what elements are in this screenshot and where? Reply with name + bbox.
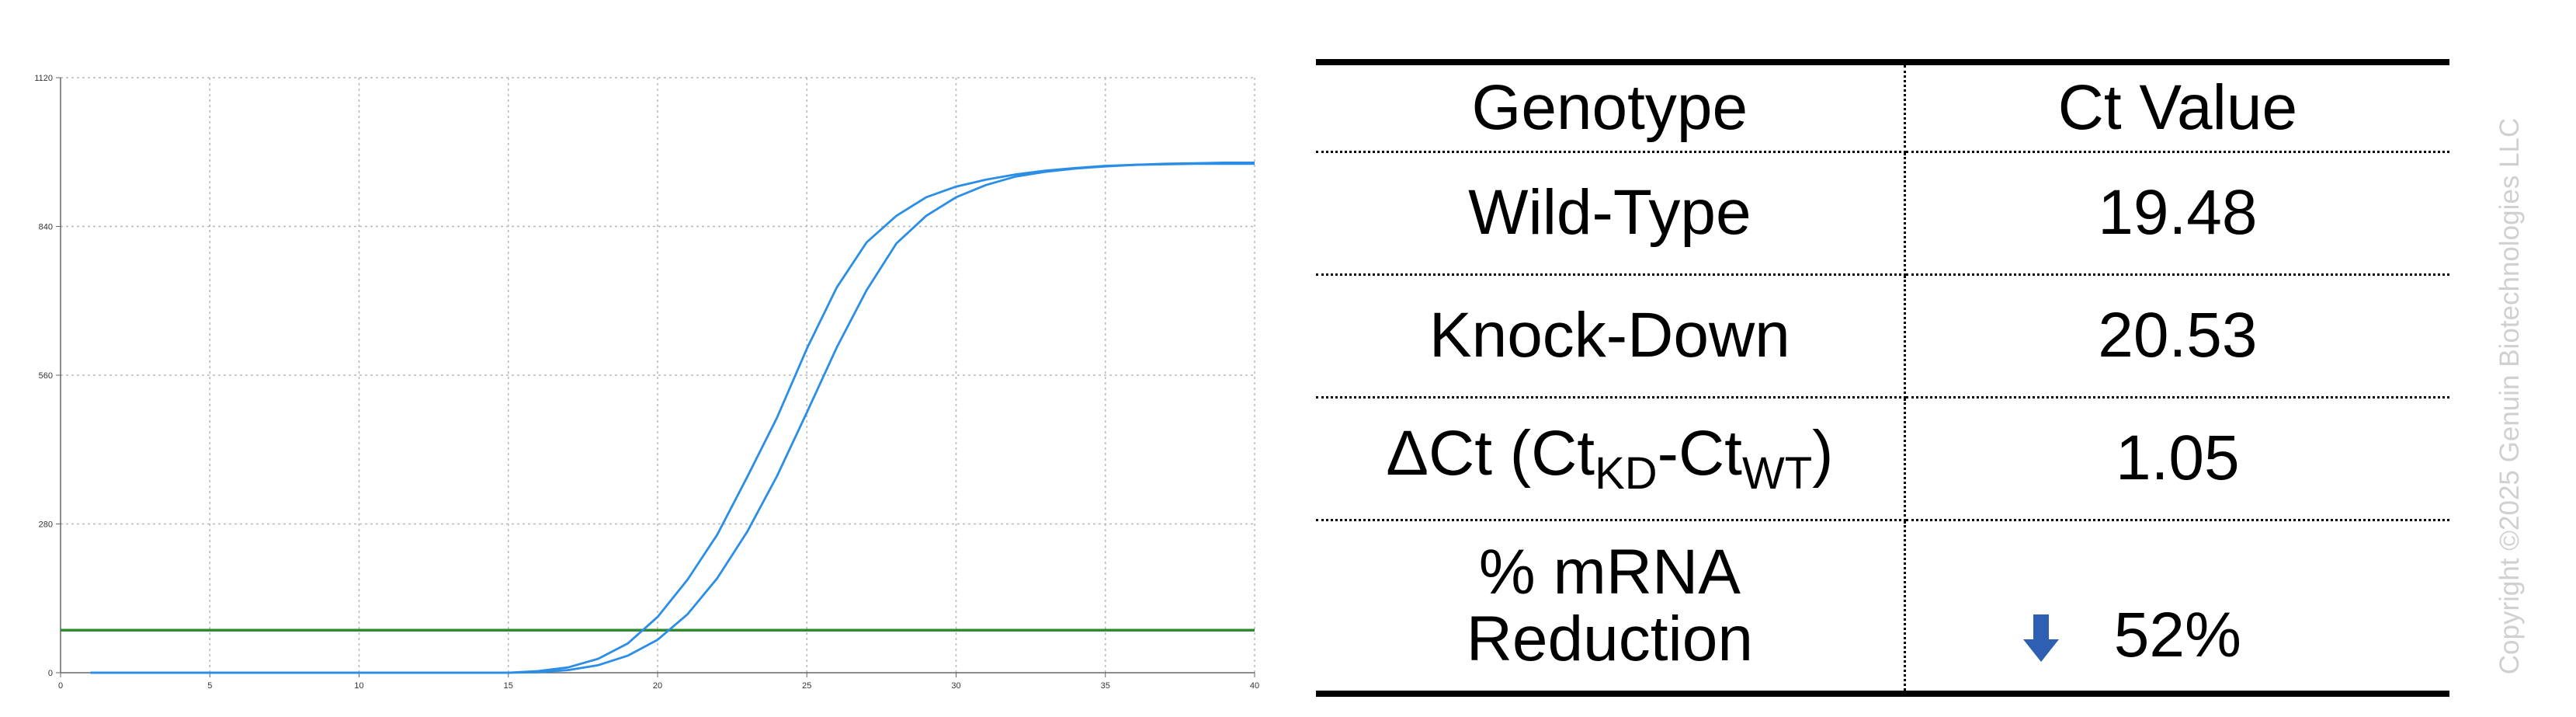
tick-labels: 0 5 10 15 20 25 30 35 40 0 280 560 840 1120 (34, 74, 1259, 691)
series-layer (90, 161, 1255, 674)
y-tick-label: 280 (39, 520, 53, 530)
x-tick-label: 15 (504, 681, 513, 691)
wild-type-label: Wild-Type (1316, 151, 1906, 276)
delta-ct-sub-wt: WT (1741, 447, 1813, 499)
delta-ct-label: ΔCt (CtKD-CtWT) (1316, 397, 1906, 521)
down-arrow-icon (2022, 614, 2059, 662)
reduction-cell: 52% (1904, 520, 2449, 697)
table-row-wild-type: Wild-Type 19.48 (1316, 151, 2449, 276)
table-row-reduction: % mRNA Reduction 52% (1316, 520, 2449, 697)
x-tick-label: 35 (1101, 681, 1110, 691)
x-tick-label: 30 (951, 681, 960, 691)
x-tick-label: 0 (58, 681, 63, 691)
knock-down-label: Knock-Down (1316, 274, 1906, 399)
knock-down-ct: 20.53 (1904, 274, 2449, 399)
x-tick-label: 10 (354, 681, 363, 691)
x-tick-label: 40 (1250, 681, 1259, 691)
reduction-value: 52% (2113, 599, 2241, 670)
x-tick-label: 20 (653, 681, 662, 691)
y-tick-label: 560 (39, 371, 53, 381)
y-tick-label: 0 (48, 669, 53, 678)
amplification-curve-2 (90, 162, 1255, 674)
table-row-delta-ct: ΔCt (CtKD-CtWT) 1.05 (1316, 397, 2449, 521)
reduction-label: % mRNA Reduction (1316, 520, 1906, 697)
wild-type-ct: 19.48 (1904, 151, 2449, 276)
header-genotype: Genotype (1316, 59, 1906, 153)
amplification-curve-1 (90, 161, 1255, 674)
y-tick-label: 1120 (34, 74, 53, 83)
table-row-knock-down: Knock-Down 20.53 (1316, 274, 2449, 399)
x-tick-label: 25 (802, 681, 811, 691)
delta-ct-value: 1.05 (1904, 397, 2449, 521)
delta-ct-suffix: ) (1812, 417, 1834, 489)
reduction-label-line2: Reduction (1466, 604, 1753, 674)
ct-summary-table: Genotype Ct Value Wild-Type 19.48 Knock-… (1316, 59, 2449, 697)
amplification-chart: 0 5 10 15 20 25 30 35 40 0 280 560 840 1120 (34, 74, 1259, 691)
reduction-value-wrap: 52% (2022, 599, 2241, 670)
y-tick-label: 840 (39, 223, 53, 232)
x-tick-label: 5 (207, 681, 212, 691)
header-ct-value: Ct Value (1904, 59, 2449, 153)
delta-ct-mid: -Ct (1657, 417, 1742, 489)
delta-ct-sub-kd: KD (1595, 447, 1658, 499)
copyright-notice: Copyright ©2025 Genuin Biotechnologies L… (2494, 117, 2525, 675)
reduction-label-line1: % mRNA (1478, 536, 1741, 607)
copyright-notice-wrap: Copyright ©2025 Genuin Biotechnologies L… (2475, 97, 2545, 695)
ct-summary-table-wrap: Genotype Ct Value Wild-Type 19.48 Knock-… (1316, 59, 2449, 697)
table-header-row: Genotype Ct Value (1316, 59, 2449, 153)
delta-ct-prefix: ΔCt (Ct (1386, 417, 1595, 489)
chart-grid (61, 77, 1255, 673)
